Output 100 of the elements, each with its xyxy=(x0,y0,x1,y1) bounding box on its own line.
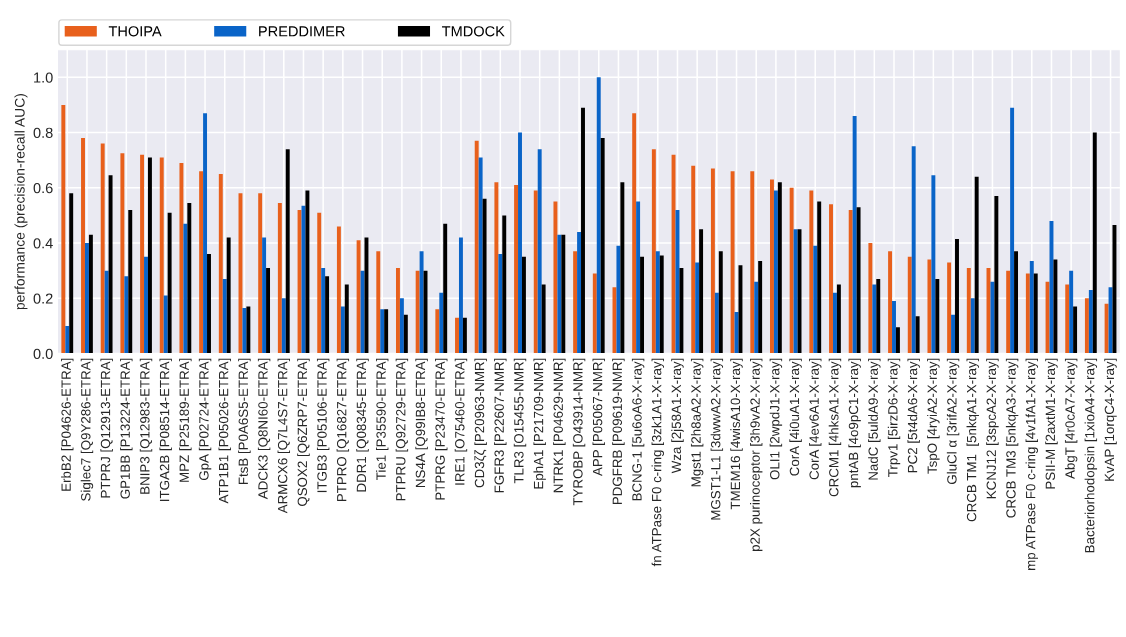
bar xyxy=(415,270,420,354)
bar xyxy=(537,149,542,354)
x-tick-label: EphA1 [P21709-NMR] xyxy=(533,358,546,489)
bar xyxy=(203,113,208,354)
bar xyxy=(305,190,310,354)
bar xyxy=(813,245,818,354)
bar xyxy=(793,229,798,354)
y-tick-label: 0.6 xyxy=(33,182,53,194)
y-tick-label: 0.2 xyxy=(33,293,53,304)
bar xyxy=(895,327,900,354)
bar xyxy=(632,113,637,354)
bar xyxy=(970,298,975,354)
bar xyxy=(222,278,227,354)
bar xyxy=(754,281,759,354)
bar xyxy=(769,179,774,354)
x-tick-label: CRCB TM3 [5nkqA3-X-ray] xyxy=(1005,358,1019,518)
bar xyxy=(144,256,148,354)
bar xyxy=(836,284,841,354)
bar xyxy=(868,243,873,354)
bar xyxy=(710,168,715,354)
bar xyxy=(218,173,223,354)
bar xyxy=(974,176,979,354)
bar xyxy=(872,284,877,354)
bar xyxy=(364,237,369,354)
x-tick-label: GpA [P02724-ETRA] xyxy=(198,358,212,481)
bar xyxy=(340,306,345,354)
bar xyxy=(1104,303,1109,354)
bar xyxy=(297,209,302,354)
x-tick-label: Trpv1 [5irzD6-X-ray] xyxy=(887,358,901,477)
x-tick-label: Siglec7 [Q9Y286-ETRA] xyxy=(80,358,94,501)
bar xyxy=(88,234,93,354)
bar xyxy=(679,267,684,354)
x-tick-label: mp ATPase F0 c-ring [4v1fA1-X-ray] xyxy=(1025,358,1039,570)
bar xyxy=(777,182,782,354)
bar xyxy=(1065,284,1070,354)
x-tick-label: OLI1 [2wpdJ1-X-ray] xyxy=(769,358,783,480)
bar xyxy=(474,140,479,354)
bar xyxy=(1006,270,1011,354)
x-tick-label: Wza [2j58A1-X-ray] xyxy=(671,358,684,474)
bar xyxy=(167,212,172,354)
bar xyxy=(199,171,204,354)
x-tick-label: ARMCX6 [Q7L4S7-ETRA] xyxy=(277,358,291,514)
bar xyxy=(600,138,605,354)
bar xyxy=(990,281,995,354)
bar xyxy=(518,132,522,354)
x-tick-label: p2X purinoceptor [3h9vA2-X-ray] xyxy=(750,358,763,552)
bar xyxy=(356,240,361,354)
bar xyxy=(61,104,66,354)
x-tick-label: CorA [4i0uA1-X-ray] xyxy=(789,358,802,476)
bar xyxy=(462,317,467,354)
x-tick-label: PDGFRB [P09619-NMR] xyxy=(612,358,625,505)
bar xyxy=(207,254,211,354)
bar xyxy=(852,115,857,354)
bar xyxy=(561,234,566,354)
bar xyxy=(482,198,487,354)
x-tick-label: TMEM16 [4wisA10-X-ray] xyxy=(730,358,743,510)
bar xyxy=(443,223,448,354)
bar xyxy=(592,273,597,354)
x-tick-label: ADCK3 [Q8NI60-ETRA] xyxy=(257,358,271,500)
bar xyxy=(911,146,916,354)
bar xyxy=(659,255,664,354)
bar xyxy=(695,262,700,354)
bar xyxy=(596,77,601,354)
bar xyxy=(1014,251,1019,354)
bar xyxy=(325,276,330,354)
x-tick-label: PTPRU [Q92729-ETRA] xyxy=(395,358,409,501)
bar xyxy=(848,209,853,354)
bar xyxy=(876,278,881,354)
bar xyxy=(994,196,999,354)
bar xyxy=(671,154,676,354)
x-tick-label: GluCl α [3rifA2-X-ray] xyxy=(946,358,960,485)
bar xyxy=(1088,290,1093,354)
bar xyxy=(65,325,70,354)
x-tick-label: PTPRJ [Q12913-ETRA] xyxy=(100,358,113,498)
bar xyxy=(620,182,625,354)
bar xyxy=(856,207,861,354)
bar xyxy=(955,238,959,354)
bar xyxy=(915,316,920,354)
y-axis-title: performance (precision-recall AUC) xyxy=(14,94,28,310)
bar xyxy=(108,175,113,354)
x-tick-label: pntAB [4o9pC1-X-ray] xyxy=(848,358,861,488)
x-tick-label: TLR3 [O15455-NMR] xyxy=(513,358,527,484)
x-tick-label: NadC [5uldA9-X-ray] xyxy=(868,358,881,480)
bar xyxy=(455,317,459,354)
bar xyxy=(380,309,385,354)
bar xyxy=(541,284,546,354)
bar xyxy=(1053,259,1058,354)
bar xyxy=(907,256,912,354)
y-tick-label: 0.4 xyxy=(33,238,53,249)
bar xyxy=(636,201,641,354)
bar xyxy=(100,143,105,354)
bar xyxy=(262,237,267,354)
x-tick-label: KCNJ12 [3spcA2-X-ray] xyxy=(986,358,999,499)
bar xyxy=(553,201,558,354)
x-tick-label: ATP1B1 [P05026-ETRA] xyxy=(218,358,231,504)
bar xyxy=(124,276,129,354)
x-tick-label: MGST1-L1 [3dwwA2-X-ray] xyxy=(710,358,724,520)
bar xyxy=(439,292,444,354)
bar xyxy=(336,226,341,354)
bar xyxy=(758,261,763,354)
